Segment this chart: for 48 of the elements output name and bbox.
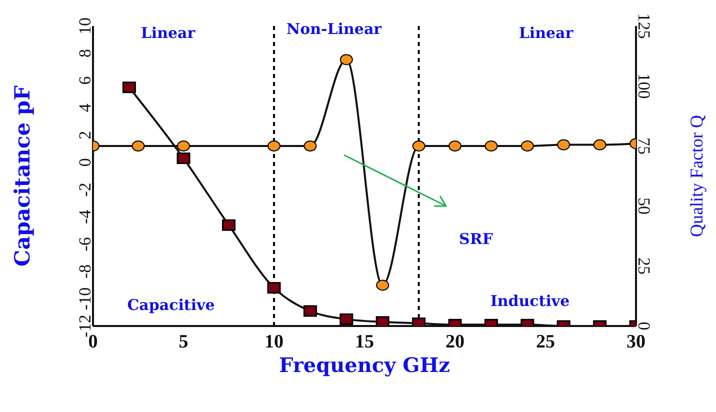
x-tick-label: 30 <box>626 331 646 352</box>
y-tick-label: -10 <box>76 287 94 310</box>
x-axis-title: Frequency GHz <box>279 353 450 377</box>
y2-tick-label: 125 <box>634 13 654 39</box>
point <box>268 140 280 152</box>
y2-tick-label: 75 <box>634 138 654 154</box>
point <box>376 316 390 326</box>
x-tick-label: 15 <box>355 331 374 352</box>
annotation: SRF <box>459 230 494 248</box>
annotation: Linear <box>518 24 574 42</box>
y-tick-label: 4 <box>76 103 94 112</box>
x-tick-label: 25 <box>536 331 555 352</box>
y2-tick-label: 25 <box>634 258 654 274</box>
y-tick-label: 10 <box>76 18 94 34</box>
point <box>557 139 570 150</box>
point <box>376 280 390 291</box>
point <box>593 139 606 150</box>
y-tick-label: -6 <box>76 237 94 252</box>
point <box>304 140 317 152</box>
point <box>177 140 190 152</box>
point <box>122 82 136 94</box>
x-tick-label: 5 <box>178 331 188 352</box>
y-tick-label: 2 <box>76 130 94 140</box>
point <box>484 140 498 152</box>
x-tick-label: 20 <box>446 331 464 352</box>
y2-tick-label: 50 <box>634 198 654 214</box>
y2-tick-label: 100 <box>634 73 654 99</box>
point <box>412 140 426 152</box>
y-tick-label: -8 <box>76 264 94 279</box>
y-tick-label: 6 <box>76 76 94 85</box>
point <box>340 54 353 66</box>
y-tick-label: -2 <box>76 182 94 197</box>
y2-tick-label: 0 <box>634 322 654 330</box>
point <box>448 140 462 152</box>
point <box>176 152 190 164</box>
annotation: Non-Linear <box>286 20 383 38</box>
point <box>222 219 236 231</box>
annotation: Inductive <box>490 292 570 310</box>
y-tick-label: 8 <box>76 49 94 58</box>
x-tick-label: 10 <box>264 331 284 352</box>
y-tick-label: -4 <box>76 209 94 224</box>
y-tick-label: 0 <box>76 158 94 167</box>
annotation: Capacitive <box>127 296 215 314</box>
y-axis-title: Capacitance pF <box>9 85 34 267</box>
point <box>520 140 534 152</box>
point <box>132 140 145 152</box>
y2-axis-title: Quality Factor Q <box>686 115 706 237</box>
annotation: Linear <box>140 24 196 42</box>
